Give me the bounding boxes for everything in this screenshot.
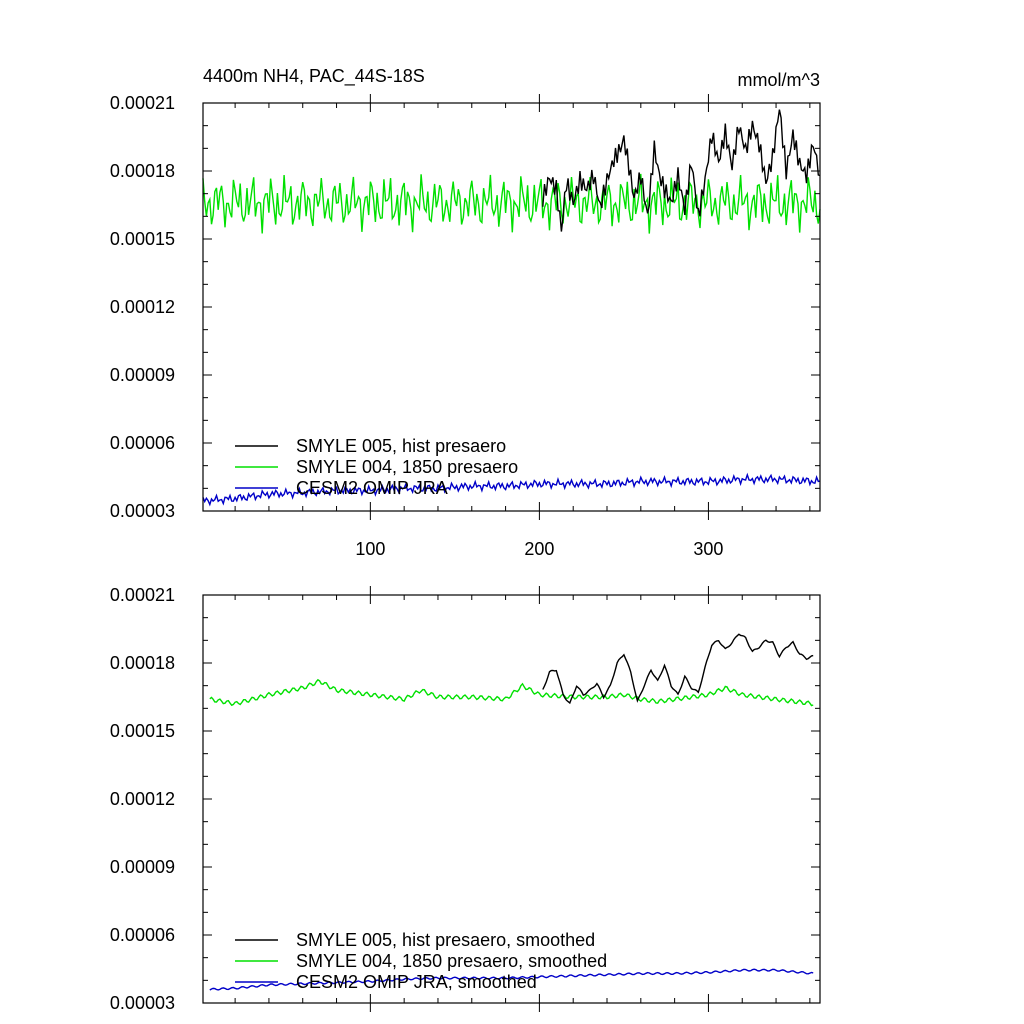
series-line xyxy=(202,173,821,234)
series-line xyxy=(209,968,814,991)
legend-label: SMYLE 005, hist presaero xyxy=(296,436,506,456)
legend-label: SMYLE 004, 1850 presaero, smoothed xyxy=(296,951,607,971)
y-tick-label: 0.00003 xyxy=(110,501,175,521)
series-line xyxy=(202,472,821,507)
chart-title: 4400m NH4, PAC_44S-18S xyxy=(203,66,425,87)
units-label: mmol/m^3 xyxy=(738,70,820,90)
bottom-panel: 0.00003 0.00006 0.00009 0.00012 0.00015 0.000… xyxy=(110,585,821,1013)
y-tick-label: 0.00021 xyxy=(110,585,175,605)
top-panel: 4400m NH4, PAC_44S-18S mmol/m^3 0.000030… xyxy=(110,66,821,559)
legend-label: CESM2 OMIP JRA xyxy=(296,478,448,498)
y-tick-label: 0.00018 xyxy=(110,653,175,673)
y-tick-label: 0.00003 xyxy=(110,993,175,1013)
y-tick-label: 0.00018 xyxy=(110,161,175,181)
series-line xyxy=(542,109,821,232)
x-tick-label: 100 xyxy=(355,539,385,559)
y-tick-label: 0.00015 xyxy=(110,229,175,249)
legend-label: SMYLE 005, hist presaero, smoothed xyxy=(296,930,595,950)
y-tick-label: 0.00012 xyxy=(110,297,175,317)
y-tick-label: 0.00006 xyxy=(110,925,175,945)
legend-label: CESM2 OMIP JRA, smoothed xyxy=(296,972,537,992)
y-tick-label: 0.00015 xyxy=(110,721,175,741)
top-series-layer xyxy=(202,109,821,507)
series-line xyxy=(209,678,814,707)
y-tick-label: 0.00009 xyxy=(110,365,175,385)
y-tick-label: 0.00021 xyxy=(110,93,175,113)
top-ticks-layer: 0.00003 0.00006 0.00009 0.00012 0.00015 0.000… xyxy=(110,93,820,559)
y-tick-label: 0.00012 xyxy=(110,789,175,809)
bottom-legend: SMYLE 005, hist presaero, smoothedSMYLE … xyxy=(235,930,607,992)
y-tick-label: 0.00009 xyxy=(110,857,175,877)
bottom-ticks-layer: 0.00003 0.00006 0.00009 0.00012 0.00015 0.000… xyxy=(110,585,820,1013)
x-tick-label: 200 xyxy=(524,539,554,559)
legend-label: SMYLE 004, 1850 presaero xyxy=(296,457,518,477)
bottom-series-layer xyxy=(209,633,814,991)
x-tick-label: 300 xyxy=(693,539,723,559)
y-tick-label: 0.00006 xyxy=(110,433,175,453)
series-line xyxy=(542,633,814,705)
